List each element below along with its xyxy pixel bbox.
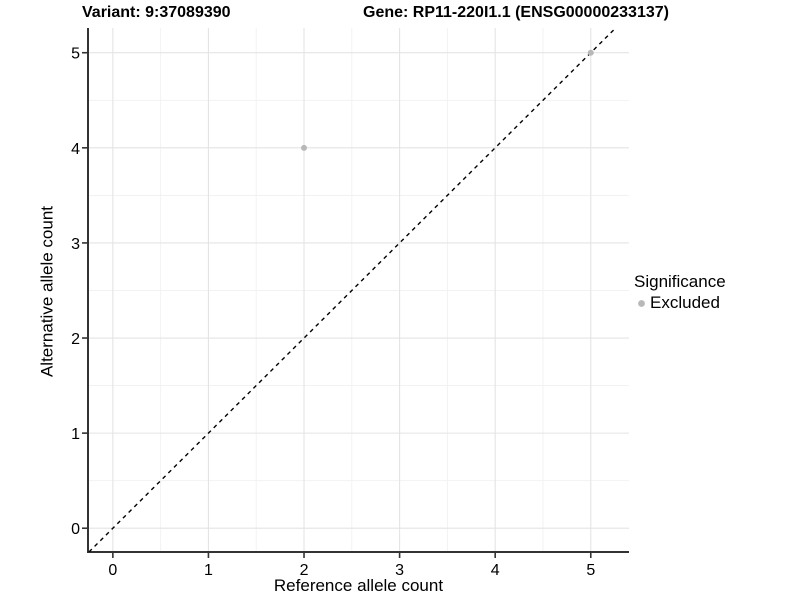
x-axis-title: Reference allele count [273, 576, 444, 595]
y-axis-title: Alternative allele count [37, 205, 57, 378]
excluded-point-icon [638, 299, 645, 307]
y-tick-label: 3 [71, 236, 80, 253]
excluded-point-icon-circle [638, 299, 645, 307]
x-tick-label: 2 [300, 562, 309, 579]
y-tick-label: 5 [71, 46, 80, 63]
gene-title: Gene: RP11-220I1.1 (ENSG00000233137) [363, 4, 669, 21]
x-tick-label: 0 [108, 562, 117, 579]
y-tick-label: 1 [71, 426, 80, 443]
x-tick-label: 3 [395, 562, 404, 579]
legend-title: Significance [634, 272, 726, 291]
y-tick-label: 0 [71, 521, 80, 538]
legend-item-label: Excluded [650, 293, 720, 312]
data-point [301, 144, 308, 151]
data-point [587, 49, 594, 56]
x-tick-label: 1 [204, 562, 213, 579]
x-tick-label: 5 [586, 562, 595, 579]
y-tick-label: 2 [71, 331, 80, 348]
legend: Significance Excluded [634, 272, 726, 313]
identity-line [88, 27, 617, 553]
variant-title: Variant: 9:37089390 [82, 4, 231, 21]
legend-item-excluded: Excluded [634, 293, 726, 313]
y-tick-label: 4 [71, 141, 80, 158]
x-tick-label: 4 [491, 562, 500, 579]
